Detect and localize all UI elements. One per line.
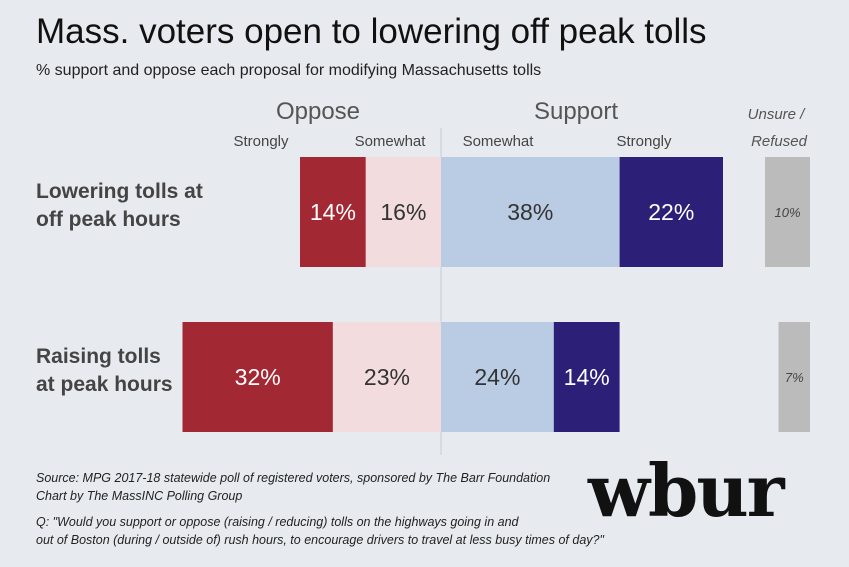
credit-note: Chart by The MassINC Polling Group — [36, 489, 243, 503]
category-label-row1-line2: off peak hours — [36, 208, 181, 231]
label-unsure-row2: 7% — [785, 370, 804, 385]
label-oppose-strongly-row2: 32% — [235, 364, 281, 390]
label-support-somewhat-row2: 24% — [474, 364, 520, 390]
question-line-2: out of Boston (during / outside of) rush… — [36, 533, 604, 547]
chart-title: Mass. voters open to lowering off peak t… — [36, 12, 707, 51]
bar-oppose-strongly-row1 — [300, 157, 366, 267]
bar-support-somewhat-row1 — [441, 157, 620, 267]
label-support-somewhat-row1: 38% — [507, 199, 553, 225]
bar-oppose-somewhat-row2 — [332, 322, 441, 432]
bar-support-somewhat-row2 — [441, 322, 554, 432]
subheader-support-strongly: Strongly — [616, 133, 672, 150]
source-note: Source: MPG 2017-18 statewide poll of re… — [36, 471, 551, 485]
chart-subtitle: % support and oppose each proposal for m… — [36, 62, 542, 79]
bar-unsure-row1 — [765, 157, 810, 267]
label-oppose-somewhat-row2: 23% — [364, 364, 410, 390]
bar-support-strongly-row2 — [553, 322, 620, 432]
bar-unsure-row2 — [778, 322, 810, 432]
question-line-1: Q: "Would you support or oppose (raising… — [36, 515, 519, 529]
label-unsure-row1: 10% — [774, 205, 800, 220]
subheader-oppose-strongly: Strongly — [233, 133, 289, 150]
label-oppose-somewhat-row1: 16% — [380, 199, 426, 225]
label-oppose-strongly-row1: 14% — [310, 199, 356, 225]
bar-support-strongly-row1 — [619, 157, 723, 267]
category-label-row2-line2: at peak hours — [36, 373, 173, 396]
bar-oppose-strongly-row2 — [182, 322, 333, 432]
subheader-oppose-somewhat: Somewhat — [355, 133, 427, 150]
header-support: Support — [534, 98, 618, 125]
diverging-bar-chart: Oppose Support Unsure / Refused Strongly Some… — [36, 98, 810, 455]
header-oppose: Oppose — [276, 98, 360, 125]
bar-oppose-somewhat-row1 — [365, 157, 441, 267]
header-unsure-line1: Unsure / — [748, 106, 807, 123]
header-unsure-line2: Refused — [751, 133, 808, 150]
category-label-row1-line1: Lowering tolls at — [36, 180, 203, 203]
subheader-support-somewhat: Somewhat — [463, 133, 535, 150]
wbur-logo: wbur — [588, 448, 785, 533]
label-support-strongly-row2: 14% — [564, 364, 610, 390]
category-label-row2-line1: Raising tolls — [36, 345, 161, 368]
label-support-strongly-row1: 22% — [648, 199, 694, 225]
